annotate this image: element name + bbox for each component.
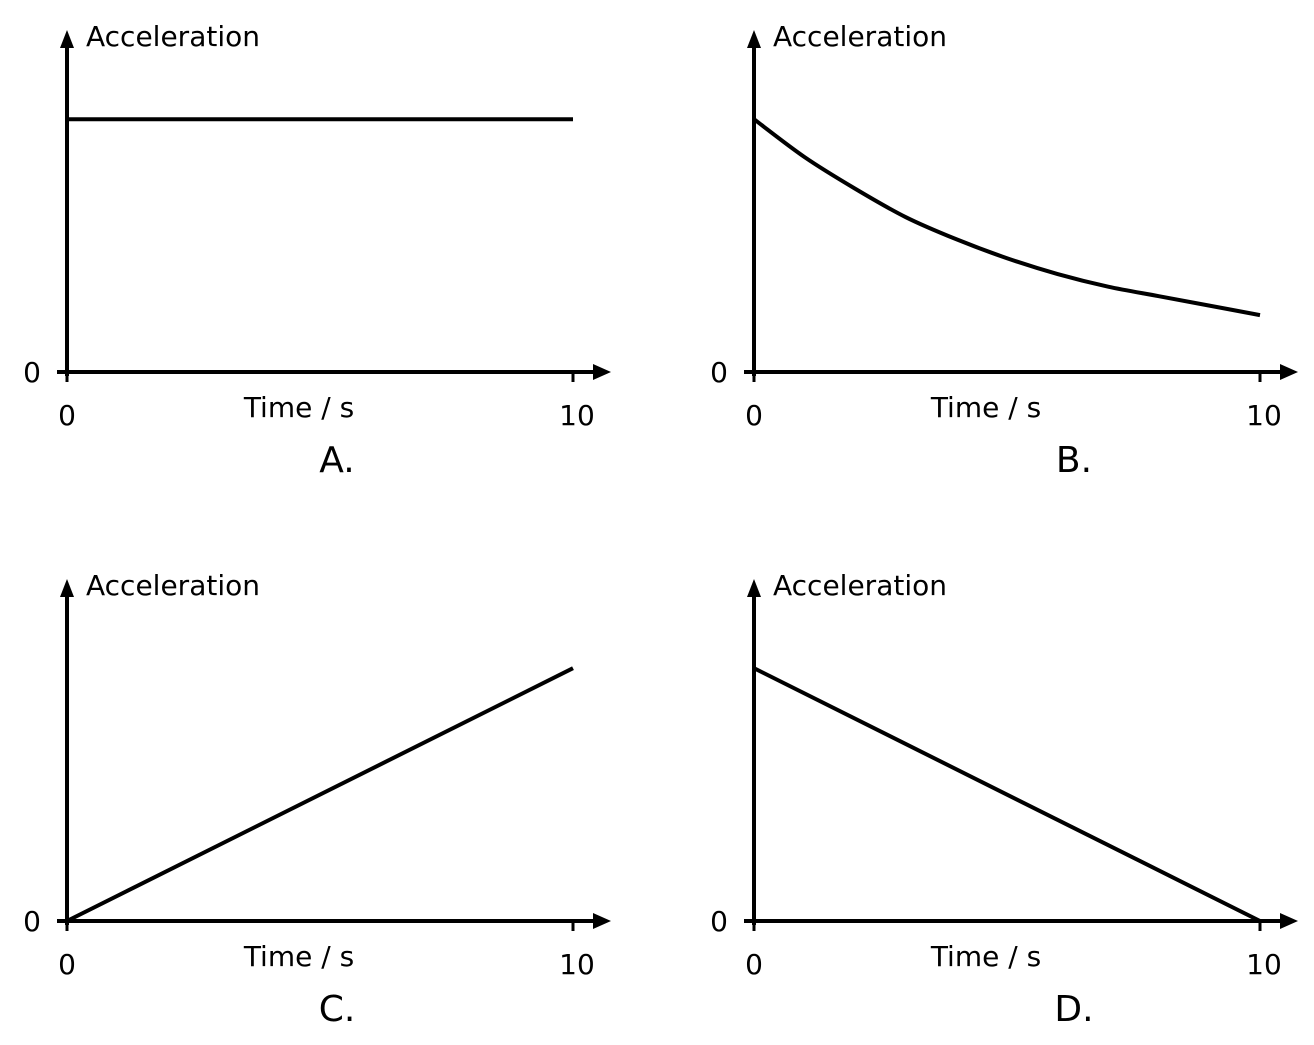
x-tick-label: 0 [58,399,76,432]
y-axis-label: Acceleration [773,20,947,53]
x-axis-label: Time / s [930,391,1041,424]
data-line-series-1 [66,666,574,923]
chart-panel-4: 0 10 0 Acceleration Time / s D. [710,569,1298,1030]
x-axis-arrow-icon [593,913,611,929]
y-tick-label: 0 [23,356,41,389]
x-axis-label: Time / s [930,940,1041,973]
y-tick-label: 0 [710,905,728,938]
data-line-series-1 [753,666,1261,923]
chart-panel-1: 0 10 0 Acceleration Time / s A. [23,20,611,481]
x-tick-label: 0 [745,399,763,432]
chart-panel-2: 0 10 0 Acceleration Time / s B. [710,20,1298,481]
y-axis-arrow-icon [747,30,761,48]
x-tick-label: 0 [745,948,763,981]
x-tick-label: 0 [58,948,76,981]
y-axis-arrow-icon [60,30,74,48]
y-tick-label: 0 [23,905,41,938]
x-axis-arrow-icon [1280,913,1298,929]
panel-label: B. [1056,440,1092,481]
y-axis-label: Acceleration [86,20,260,53]
chart-panel-3: 0 10 0 Acceleration Time / s C. [23,569,611,1030]
panel-label: D. [1054,989,1093,1030]
y-axis-label: Acceleration [773,569,947,602]
panel-label: A. [319,440,354,481]
x-axis-arrow-icon [1280,364,1298,380]
y-tick-label: 0 [710,356,728,389]
y-axis-arrow-icon [747,579,761,597]
x-tick-label: 10 [1246,948,1282,981]
y-axis-arrow-icon [60,579,74,597]
y-axis-label: Acceleration [86,569,260,602]
data-line-series-1 [752,117,1261,318]
panel-label: C. [319,989,356,1030]
x-axis-arrow-icon [593,364,611,380]
x-axis-label: Time / s [243,391,354,424]
x-tick-label: 10 [1246,399,1282,432]
x-axis-label: Time / s [243,940,354,973]
x-tick-label: 10 [559,399,595,432]
x-tick-label: 10 [559,948,595,981]
